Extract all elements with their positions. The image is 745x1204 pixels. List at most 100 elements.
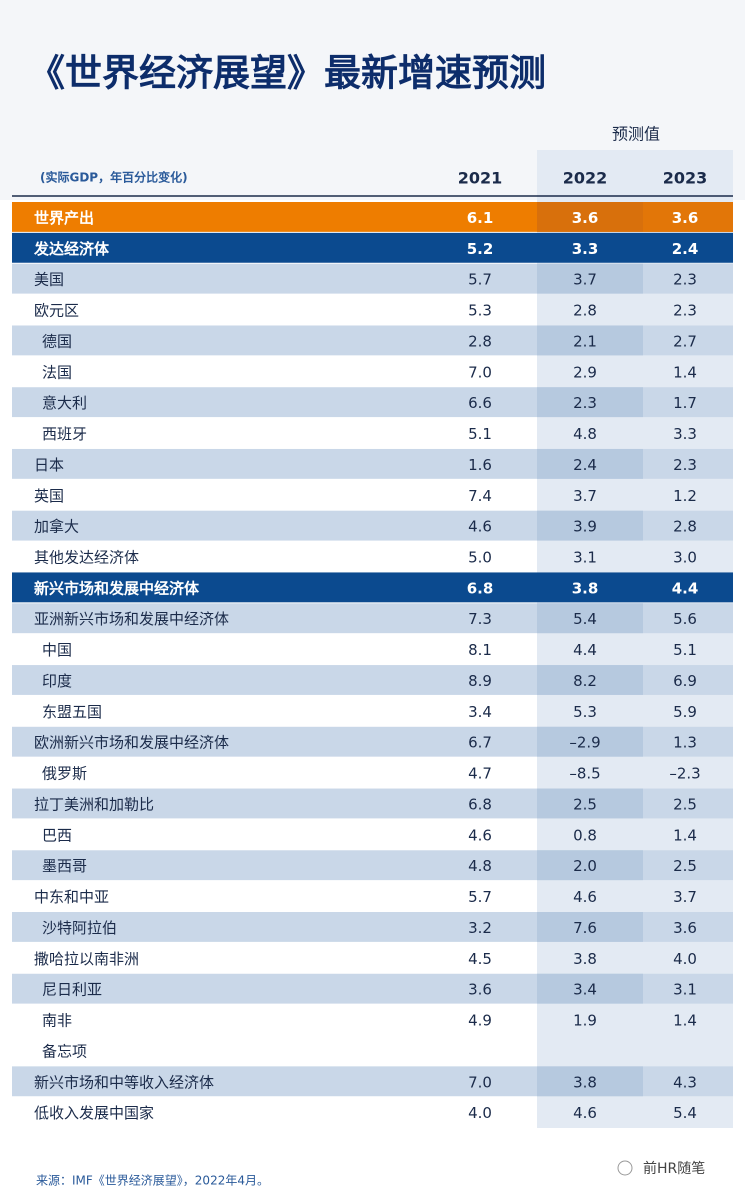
- cell-value: 2.8: [573, 302, 597, 320]
- row-label: 西班牙: [42, 425, 87, 443]
- row-label: 尼日利亚: [42, 981, 102, 999]
- cell-value: 3.7: [673, 888, 697, 906]
- cell-value: 7.0: [468, 363, 492, 381]
- forecast-cell-bg: [537, 665, 643, 695]
- cell-value: 2.8: [673, 518, 697, 536]
- row-label: 亚洲新兴市场和发展中经济体: [34, 610, 229, 628]
- cell-value: 5.4: [673, 1104, 697, 1122]
- cell-value: 3.6: [672, 209, 699, 227]
- cell-value: 4.6: [573, 888, 597, 906]
- cell-value: 3.1: [573, 549, 597, 567]
- forecast-cell-bg: [537, 263, 643, 294]
- cell-value: 5.6: [673, 610, 697, 628]
- forecast-cell-bg: [537, 1066, 643, 1097]
- cell-value: 6.7: [468, 734, 492, 752]
- cell-value: 5.3: [573, 703, 597, 721]
- cell-value: 1.4: [673, 826, 697, 844]
- cell-value: 1.2: [673, 487, 697, 505]
- cell-value: 1.7: [673, 394, 697, 412]
- row-label: 法国: [42, 363, 72, 381]
- cell-value: 4.6: [468, 826, 492, 844]
- cell-value: 3.7: [573, 271, 597, 289]
- row-bg: [12, 572, 733, 603]
- cell-value: 5.7: [468, 888, 492, 906]
- row-label: 拉丁美洲和加勒比: [34, 795, 154, 813]
- forecast-cell-bg: [537, 912, 643, 942]
- row-label: 世界产出: [34, 209, 94, 227]
- cell-value: 4.8: [573, 425, 597, 443]
- cell-value: 8.1: [468, 641, 492, 659]
- row-bg: [12, 232, 733, 263]
- row-label: 俄罗斯: [42, 765, 87, 783]
- cell-value: 3.9: [573, 518, 597, 536]
- forecast-cell-bg: [537, 788, 643, 819]
- cell-value: 4.4: [573, 641, 597, 659]
- cell-value: 7.0: [468, 1073, 492, 1091]
- cell-value: 4.8: [468, 857, 492, 875]
- cell-value: 4.6: [468, 518, 492, 536]
- row-label: 其他发达经济体: [34, 549, 139, 567]
- cell-value: 8.2: [573, 672, 597, 690]
- cell-value: 3.1: [673, 981, 697, 999]
- cell-value: 5.9: [673, 703, 697, 721]
- year: 2022: [563, 169, 608, 188]
- cell-value: 2.1: [573, 332, 597, 350]
- cell-value: 2.3: [673, 456, 697, 474]
- forecast-cell-bg: [537, 603, 643, 634]
- row-label: 新兴市场和中等收入经济体: [34, 1073, 214, 1091]
- cell-value: 3.8: [573, 950, 597, 968]
- row-label: 德国: [42, 332, 72, 350]
- row-label: 墨西哥: [42, 857, 87, 875]
- cell-value: 3.3: [673, 425, 697, 443]
- watermark: 前HR随笔: [643, 1160, 705, 1177]
- cell-value: 5.4: [573, 610, 597, 628]
- cell-value: 3.0: [673, 549, 697, 567]
- cell-value: 3.6: [673, 919, 697, 937]
- wechat-icon: [617, 1160, 633, 1176]
- cell-value: 1.4: [673, 363, 697, 381]
- cell-value: 2.7: [673, 332, 697, 350]
- cell-value: 7.3: [468, 610, 492, 628]
- cell-value: –2.3: [669, 765, 700, 783]
- forecast-cell-bg: [537, 973, 643, 1004]
- forecast-cell-bg: [537, 387, 643, 418]
- title: 《世界经济展望》最新增速预测: [28, 52, 546, 95]
- cell-value: 5.3: [468, 302, 492, 320]
- cell-value: 1.9: [573, 1012, 597, 1030]
- cell-value: 2.5: [573, 795, 597, 813]
- cell-value: 2.9: [573, 363, 597, 381]
- cell-value: 4.0: [468, 1104, 492, 1122]
- cell-value: 8.9: [468, 672, 492, 690]
- cell-value: 7.6: [573, 919, 597, 937]
- cell-value: 1.6: [468, 456, 492, 474]
- cell-value: 5.2: [467, 240, 494, 258]
- year: 2021: [458, 169, 503, 188]
- cell-value: 3.8: [572, 579, 599, 597]
- source: 来源：IMF《世界经济展望》，2022年4月。: [36, 1173, 269, 1188]
- cell-value: 3.8: [573, 1073, 597, 1091]
- cell-value: 7.4: [468, 487, 492, 505]
- cell-value: 2.5: [673, 795, 697, 813]
- row-label: 意大利: [42, 394, 87, 412]
- row-label: 美国: [34, 271, 64, 289]
- row-label: 低收入发展中国家: [34, 1104, 154, 1122]
- cell-value: –8.5: [569, 765, 600, 783]
- row-label: 新兴市场和发展中经济体: [34, 579, 200, 597]
- cell-value: 4.3: [673, 1073, 697, 1091]
- cell-value: 6.9: [673, 672, 697, 690]
- cell-value: 3.6: [468, 981, 492, 999]
- forecast-band: [537, 150, 733, 1128]
- cell-value: 5.1: [673, 641, 697, 659]
- row-label: 欧元区: [34, 302, 79, 320]
- cell-value: 1.4: [673, 1012, 697, 1030]
- cell-value: 6.8: [467, 579, 494, 597]
- unit-note: (实际GDP，年百分比变化): [40, 170, 188, 185]
- cell-value: 2.3: [673, 271, 697, 289]
- cell-value: 4.9: [468, 1012, 492, 1030]
- cell-value: 5.1: [468, 425, 492, 443]
- cell-value: 1.3: [673, 734, 697, 752]
- cell-value: 3.2: [468, 919, 492, 937]
- cell-value: 3.6: [572, 209, 599, 227]
- cell-value: 5.0: [468, 549, 492, 567]
